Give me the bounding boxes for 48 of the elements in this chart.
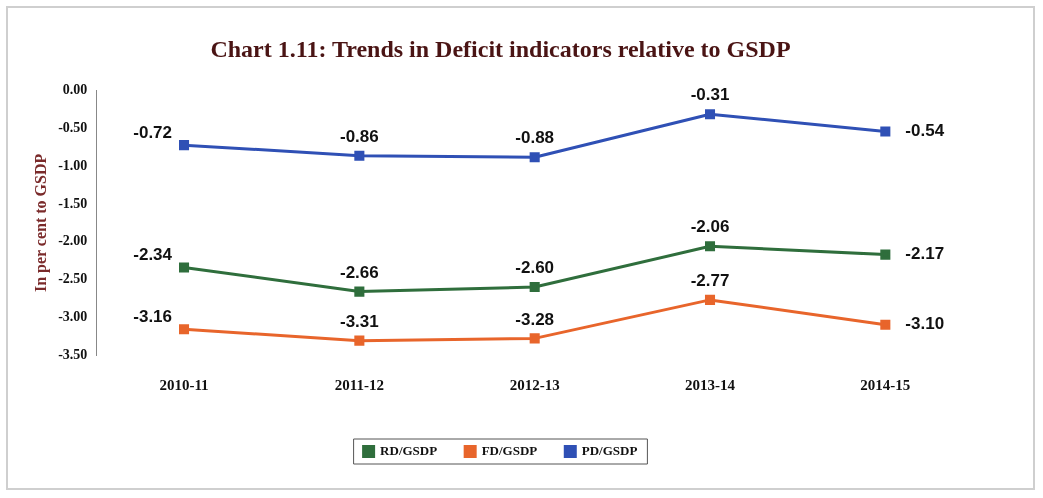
data-label: -0.72	[133, 122, 173, 142]
point	[354, 335, 365, 346]
data-label: -3.31	[339, 311, 379, 331]
data-label: -3.10	[905, 314, 945, 334]
point	[880, 249, 891, 260]
y-tick-label: -1.00	[58, 157, 88, 173]
data-label: -3.16	[133, 307, 173, 327]
point	[354, 286, 365, 297]
y-tick-label: -2.50	[58, 271, 88, 287]
legend-label: FD/GSDP	[481, 442, 538, 458]
y-tick-label: -2.00	[58, 233, 88, 249]
data-label: -0.86	[339, 126, 379, 146]
x-tick-label: 2014-15	[860, 376, 911, 393]
data-label: -2.60	[515, 258, 555, 278]
legend-label: RD/GSDP	[380, 442, 438, 458]
y-axis-title: In per cent to GSDP	[31, 153, 50, 293]
point	[880, 126, 891, 137]
x-tick-label: 2012-13	[509, 376, 560, 393]
x-tick-label: 2010-11	[159, 376, 209, 393]
y-tick-label: -3.00	[58, 308, 88, 324]
data-label: -2.66	[339, 262, 379, 282]
point	[354, 150, 365, 161]
point	[529, 152, 540, 163]
data-label: -2.77	[690, 271, 730, 291]
data-label: -0.54	[905, 121, 945, 141]
point	[178, 324, 190, 335]
y-tick-label: -1.50	[58, 195, 88, 211]
y-tick-label: -0.50	[58, 120, 88, 136]
y-tick-label: 0.00	[62, 82, 88, 98]
point	[880, 319, 891, 330]
x-tick-label: 2013-14	[685, 376, 736, 393]
data-label: -2.06	[690, 217, 730, 237]
point	[178, 262, 190, 273]
point	[704, 109, 716, 120]
point	[704, 241, 716, 252]
y-tick-label: -3.50	[58, 346, 88, 362]
data-label: -2.34	[133, 245, 173, 265]
point	[178, 140, 190, 151]
chart-title: Chart 1.11: Trends in Deficit indicators relative to GSDP	[210, 35, 791, 62]
data-label: -0.31	[690, 85, 730, 105]
data-label: -0.88	[515, 128, 555, 148]
x-tick-label: 2011-12	[334, 376, 384, 393]
point	[529, 333, 540, 344]
data-label: -2.17	[905, 244, 945, 264]
legend-label: PD/GSDP	[581, 442, 638, 458]
point	[704, 294, 716, 305]
data-label: -3.28	[515, 309, 555, 329]
point	[529, 282, 540, 293]
